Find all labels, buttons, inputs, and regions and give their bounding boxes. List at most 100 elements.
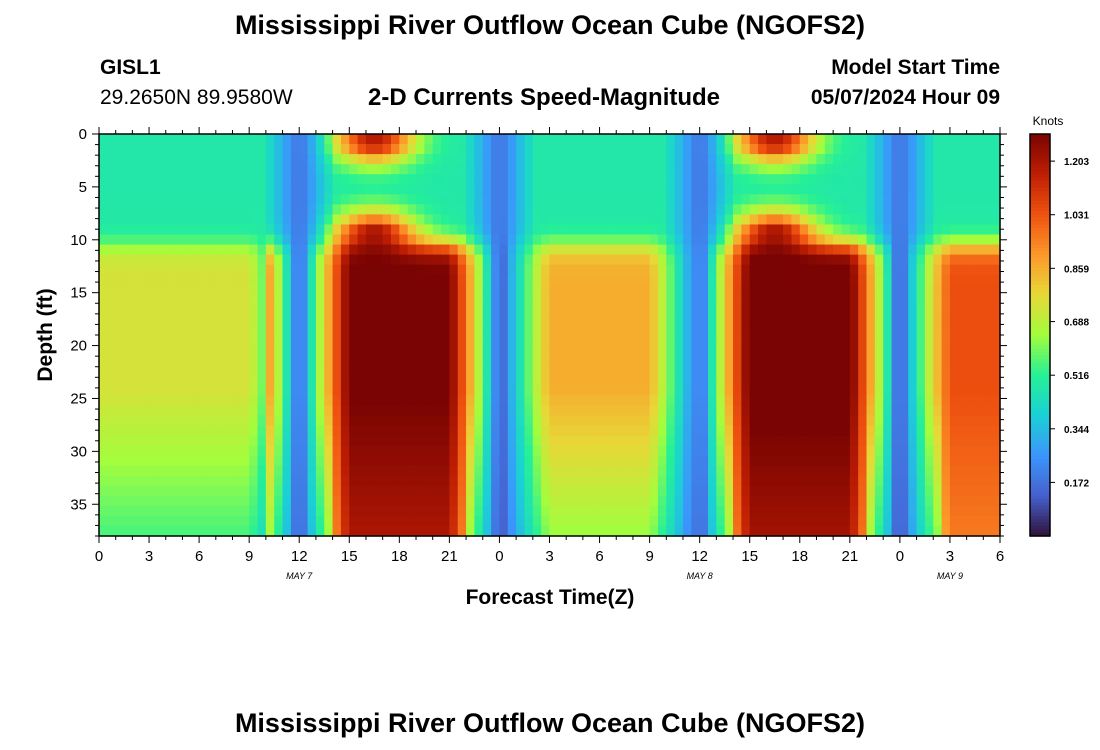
heatmap-cell [132, 324, 142, 336]
colorbar-band [1030, 465, 1050, 470]
heatmap-cell [883, 475, 893, 487]
heatmap-cell [466, 294, 476, 306]
heatmap-cell [916, 385, 926, 396]
heatmap-cell [716, 365, 726, 376]
heatmap-cell [691, 525, 701, 537]
heatmap-cell [574, 174, 584, 185]
heatmap-cell [190, 345, 200, 356]
heatmap-cell [340, 485, 350, 497]
heatmap-cell [232, 174, 242, 185]
heatmap-cell [908, 405, 918, 416]
heatmap-cell [349, 415, 359, 427]
heatmap-cell [532, 525, 542, 537]
heatmap-cell [808, 355, 818, 366]
heatmap-cell [149, 495, 158, 507]
heatmap-cell [749, 505, 759, 517]
heatmap-cell [858, 154, 868, 165]
heatmap-cell [582, 144, 592, 155]
heatmap-cell [649, 264, 659, 276]
heatmap-cell [733, 365, 742, 376]
heatmap-cell [607, 254, 617, 266]
heatmap-cell [741, 204, 751, 215]
heatmap-cell [215, 284, 225, 296]
heatmap-cell [290, 164, 300, 175]
heatmap-cell [532, 194, 542, 205]
heatmap-cell [883, 415, 893, 427]
heatmap-cell [290, 505, 300, 517]
heatmap-cell [824, 425, 834, 437]
heatmap-cell [766, 314, 776, 326]
heatmap-cell [983, 214, 993, 226]
heatmap-cell [582, 154, 592, 165]
heatmap-cell [766, 274, 776, 286]
heatmap-cell [691, 194, 701, 205]
heatmap-cell [399, 475, 409, 487]
heatmap-cell [883, 324, 893, 336]
heatmap-cell [474, 445, 484, 457]
heatmap-cell [841, 314, 851, 326]
heatmap-cell [357, 204, 367, 215]
heatmap-cell [991, 224, 1001, 236]
heatmap-cell [874, 244, 884, 256]
heatmap-cell [457, 184, 467, 195]
heatmap-cell [883, 184, 893, 195]
heatmap-cell [708, 304, 717, 316]
heatmap-cell [708, 415, 717, 427]
heatmap-cell [958, 154, 968, 165]
date-label: MAY 9 [937, 571, 963, 581]
heatmap-cell [357, 254, 367, 266]
heatmap-cell [666, 294, 676, 306]
heatmap-cell [365, 134, 375, 145]
heatmap-cell [532, 335, 542, 346]
heatmap-cell [908, 475, 918, 487]
heatmap-cell [491, 515, 501, 527]
heatmap-cell [290, 475, 300, 487]
heatmap-cell [549, 184, 559, 195]
heatmap-cell [549, 254, 559, 266]
heatmap-cell [582, 365, 592, 376]
heatmap-cell [674, 294, 684, 306]
heatmap-cell [649, 345, 659, 356]
heatmap-cell [741, 284, 751, 296]
heatmap-cell [157, 345, 167, 356]
heatmap-cell [307, 284, 317, 296]
colorbar-tick-label: 1.031 [1064, 211, 1089, 222]
heatmap-cell [591, 435, 601, 447]
heatmap-cell [474, 314, 484, 326]
heatmap-cell [557, 345, 567, 356]
heatmap-cell [541, 435, 551, 447]
heatmap-cell [432, 324, 442, 336]
heatmap-cell [165, 174, 175, 185]
heatmap-cell [808, 164, 818, 175]
heatmap-cell [274, 194, 284, 205]
heatmap-cell [941, 375, 951, 386]
heatmap-cell [416, 505, 425, 517]
heatmap-cell [215, 445, 225, 457]
heatmap-cell [374, 385, 384, 396]
heatmap-cells [99, 134, 1001, 537]
heatmap-cell [407, 154, 417, 165]
heatmap-cell [958, 304, 968, 316]
heatmap-cell [315, 134, 325, 145]
heatmap-cell [766, 355, 776, 366]
heatmap-cell [874, 234, 884, 246]
heatmap-cell [733, 254, 742, 266]
heatmap-cell [808, 184, 818, 195]
heatmap-cell [257, 415, 267, 427]
heatmap-cell [783, 254, 793, 266]
heatmap-cell [883, 465, 893, 477]
heatmap-cell [933, 294, 943, 306]
chart-subtitle: 2-D Currents Speed-Magnitude [368, 84, 721, 111]
heatmap-cell [874, 465, 884, 477]
heatmap-cell [432, 395, 442, 406]
heatmap-cell [599, 174, 609, 185]
heatmap-cell [215, 345, 225, 356]
heatmap-cell [165, 355, 175, 366]
heatmap-cell [733, 304, 742, 316]
heatmap-cell [574, 224, 584, 236]
heatmap-cell [849, 134, 859, 145]
heatmap-cell [799, 274, 809, 286]
heatmap-cell [249, 184, 259, 195]
heatmap-cell [466, 525, 476, 537]
heatmap-cell [849, 335, 859, 346]
